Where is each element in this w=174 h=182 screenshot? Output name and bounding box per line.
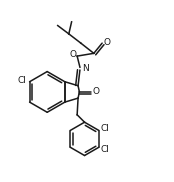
Text: Cl: Cl [18, 76, 27, 85]
Text: O: O [93, 87, 100, 96]
Text: O: O [69, 50, 76, 59]
Text: O: O [103, 38, 110, 47]
Text: N: N [82, 64, 89, 73]
Text: Cl: Cl [101, 145, 110, 154]
Text: Cl: Cl [101, 124, 110, 133]
